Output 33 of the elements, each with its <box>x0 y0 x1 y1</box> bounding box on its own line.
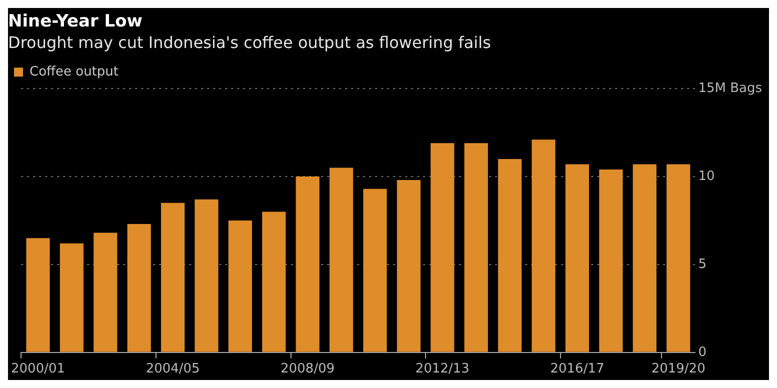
bar <box>296 176 320 352</box>
x-tick-label: 2019/20 <box>651 362 706 377</box>
bar <box>26 238 50 352</box>
bar <box>60 243 84 352</box>
bar <box>464 143 488 352</box>
y-tick-label: 15M Bags <box>698 80 762 96</box>
chart-title: Nine-Year Low <box>8 12 143 32</box>
bar <box>430 143 454 352</box>
y-tick-label: 0 <box>698 344 706 360</box>
y-tick-label: 10 <box>698 168 715 184</box>
x-tick-label: 2012/13 <box>415 362 470 377</box>
bar <box>262 212 286 352</box>
bar <box>666 164 690 352</box>
bar <box>396 180 421 352</box>
bar <box>161 202 185 352</box>
bar <box>194 199 218 352</box>
bar <box>330 168 354 352</box>
y-tick-label: 5 <box>698 256 706 272</box>
bar <box>632 164 656 352</box>
x-tick-label: 2008/09 <box>280 362 335 377</box>
x-tick-label: 2004/05 <box>146 362 200 377</box>
bar <box>599 170 623 352</box>
bar <box>127 224 151 352</box>
bar <box>565 164 590 352</box>
bar <box>94 232 118 352</box>
x-tick-label: 2016/17 <box>550 362 604 377</box>
bar <box>498 158 522 352</box>
x-tick-label: 2000/01 <box>10 362 66 377</box>
bar <box>363 188 387 352</box>
bar <box>228 220 252 352</box>
chart-subtitle: Drought may cut Indonesia's coffee output as flowering fails <box>8 33 491 52</box>
legend-label: Coffee output <box>30 64 118 80</box>
bar <box>532 140 556 352</box>
